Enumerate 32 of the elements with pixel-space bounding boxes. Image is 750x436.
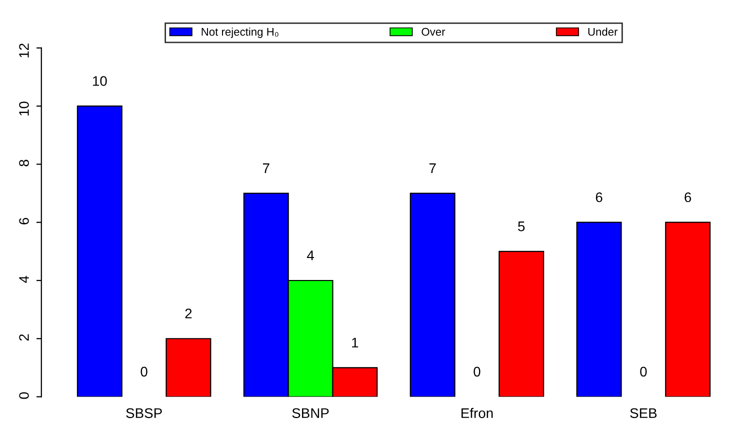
data-label: 6 (684, 192, 692, 202)
x-tick-label: SBNP (292, 408, 329, 418)
bar (665, 222, 711, 397)
y-tick-label: 0 (19, 392, 29, 399)
data-label: 7 (262, 163, 270, 173)
data-label: 6 (596, 192, 602, 202)
x-tick-label: SEB (630, 408, 657, 418)
x-tick-label: Efron (462, 408, 493, 418)
data-label: 2 (185, 308, 192, 318)
x-tick-label: SBSP (126, 408, 162, 418)
data-label: 1 (352, 338, 358, 348)
bar (166, 338, 212, 397)
legend-label: Over (422, 28, 446, 36)
data-label: 0 (140, 366, 148, 377)
y-tick-label: 6 (19, 218, 29, 224)
y-tick-label: 4 (19, 276, 29, 283)
data-label: 4 (306, 250, 314, 260)
data-label: 0 (640, 366, 647, 377)
data-label: 5 (518, 222, 525, 232)
legend-label: Not rejecting H₀ (202, 28, 278, 38)
bar (76, 106, 122, 397)
data-label: 7 (429, 163, 436, 173)
y-tick-label: 8 (19, 160, 29, 166)
y-tick-label: 12 (19, 44, 29, 58)
data-label: 10 (93, 76, 107, 86)
legend-label: Under (588, 28, 618, 36)
bar (576, 222, 622, 397)
bar (410, 192, 456, 397)
y-tick-label: 10 (19, 102, 29, 116)
bar (498, 250, 544, 397)
data-label: 0 (474, 366, 480, 377)
y-tick-label: 2 (19, 334, 29, 341)
